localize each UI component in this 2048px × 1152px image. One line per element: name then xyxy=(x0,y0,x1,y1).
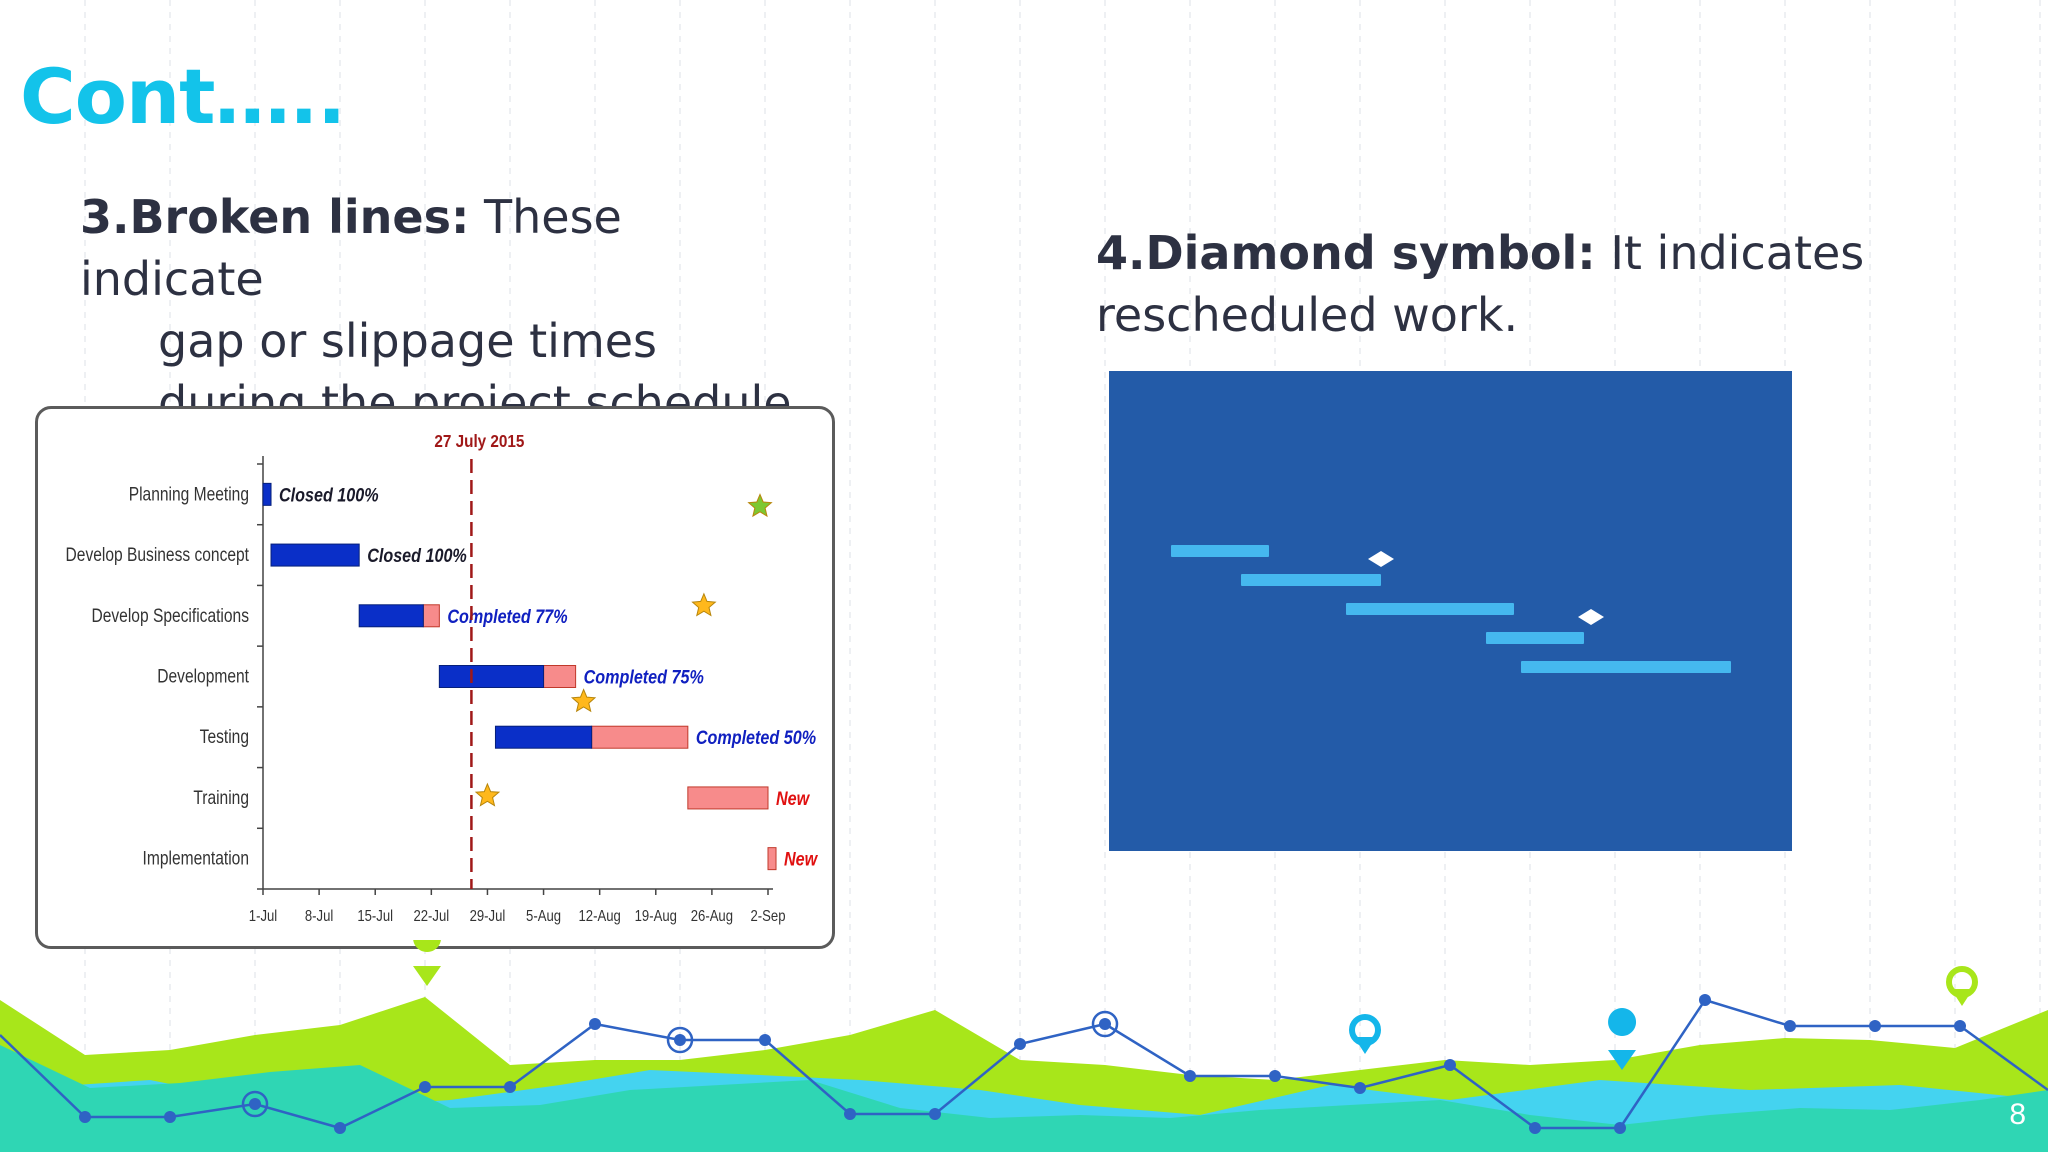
footer-line-point xyxy=(759,1034,771,1046)
star-icon xyxy=(474,782,501,807)
footer-line-point xyxy=(1529,1122,1541,1134)
footer-line-point xyxy=(844,1108,856,1120)
gantt-bar-done xyxy=(438,665,545,688)
bullet-text: gap or slippage times xyxy=(158,314,658,368)
footer-line-point xyxy=(1954,1020,1966,1032)
task-status-label: New xyxy=(784,848,818,870)
diamond-icon xyxy=(1578,609,1604,625)
gantt-bar-remaining xyxy=(687,786,769,810)
x-tick-label: 8-Jul xyxy=(305,908,333,925)
star-icon xyxy=(747,493,773,518)
footer-ring-marker xyxy=(241,1090,269,1118)
footer-line-point xyxy=(249,1098,261,1110)
footer-ring-marker xyxy=(1091,1010,1119,1038)
task-status-label: Closed 100% xyxy=(279,484,379,506)
x-tick-label: 22-Jul xyxy=(413,908,449,925)
bullet-heading: 4.Diamond symbol: xyxy=(1096,226,1596,280)
gantt-bar xyxy=(1486,632,1584,644)
today-label: 27 July 2015 xyxy=(434,431,524,451)
gantt-bar-done xyxy=(358,604,424,628)
gantt-bar-remaining xyxy=(591,725,689,749)
bullet-heading: 3.Broken lines: xyxy=(80,190,470,244)
footer-line-point xyxy=(1444,1059,1456,1071)
x-tick-label: 2-Sep xyxy=(750,908,785,925)
map-pin-outline-icon xyxy=(1946,966,1978,1006)
map-pin-icon xyxy=(1608,1008,1637,1070)
task-status-label: Completed 75% xyxy=(584,666,705,688)
gantt-chart-broken-lines: 1-Jul 8-Jul 15-Jul 22-Jul 29-Jul 5-Aug 12-Aug 1… xyxy=(35,406,835,949)
task-status-label: Completed 77% xyxy=(447,606,568,628)
gantt-bar-done xyxy=(262,482,272,506)
diamond-icon xyxy=(1368,551,1394,567)
footer-line-point xyxy=(1184,1070,1196,1082)
footer-line-point xyxy=(929,1108,941,1120)
bullet-text: These indicate xyxy=(80,190,622,306)
bullet-diamond-symbol: 4.Diamond symbol: It indicates reschedul… xyxy=(1096,222,1896,346)
footer-line-point xyxy=(1614,1122,1626,1134)
task-label: Develop Business concept xyxy=(66,544,250,566)
task-status-label: Closed 100% xyxy=(367,545,467,567)
star-icon xyxy=(691,592,717,617)
gantt-bar xyxy=(1346,603,1514,615)
gantt-chart-diamond xyxy=(1109,371,1792,851)
gantt-bar-done xyxy=(270,543,360,567)
footer-line-point xyxy=(589,1018,601,1030)
footer-ring-marker xyxy=(666,1026,694,1054)
bullet-text: It indicates xyxy=(1595,226,1865,280)
footer-line-point xyxy=(164,1111,176,1123)
footer-line-point xyxy=(504,1081,516,1093)
x-tick-label: 15-Jul xyxy=(357,908,393,925)
bullet-broken-lines: 3.Broken lines: These indicate gap or sl… xyxy=(80,186,800,434)
map-pin-icon xyxy=(413,940,441,986)
footer-line-point xyxy=(419,1081,431,1093)
gantt-chart-svg: 1-Jul 8-Jul 15-Jul 22-Jul 29-Jul 5-Aug 12-Aug 1… xyxy=(66,431,819,926)
x-tick-label: 1-Jul xyxy=(249,908,277,925)
task-status-label: New xyxy=(776,788,810,810)
star-icon xyxy=(570,688,597,713)
footer-line-point xyxy=(1869,1020,1881,1032)
gantt-bar-remaining xyxy=(422,604,440,628)
footer-line-point xyxy=(1784,1020,1796,1032)
footer-line-points xyxy=(79,994,1966,1134)
task-label: Training xyxy=(193,786,249,808)
x-tick-label: 26-Aug xyxy=(691,908,733,925)
footer-line-point xyxy=(1099,1018,1111,1030)
footer-line-point xyxy=(674,1034,686,1046)
gantt-bar xyxy=(1521,661,1731,673)
gantt-bar-remaining xyxy=(543,665,577,688)
task-label: Implementation xyxy=(143,847,249,869)
map-pin-outline-icon xyxy=(1349,1014,1381,1054)
x-tick-label: 5-Aug xyxy=(526,908,561,925)
diamond-gantt-svg xyxy=(1171,545,1731,673)
bullet-text: rescheduled work. xyxy=(1096,288,1519,342)
footer-line-point xyxy=(1699,994,1711,1006)
task-label: Testing xyxy=(200,726,249,748)
footer-decoration xyxy=(0,940,2048,1152)
gantt-bar xyxy=(1171,545,1269,557)
slide-title: Cont….. xyxy=(20,52,346,141)
footer-line-point xyxy=(1014,1038,1026,1050)
footer-line-point xyxy=(79,1111,91,1123)
gantt-bar-remaining xyxy=(767,847,777,871)
footer-line-point xyxy=(334,1122,346,1134)
task-label: Develop Specifications xyxy=(92,604,250,626)
footer-line-point xyxy=(1269,1070,1281,1082)
task-label: Planning Meeting xyxy=(129,483,249,505)
footer-line-point xyxy=(1354,1082,1366,1094)
page-number: 8 xyxy=(2009,1098,2026,1131)
gantt-bar xyxy=(1241,574,1381,586)
x-tick-label: 12-Aug xyxy=(579,908,621,925)
x-tick-label: 29-Jul xyxy=(470,908,506,925)
task-status-label: Completed 50% xyxy=(696,727,817,749)
task-label: Development xyxy=(157,665,249,687)
x-tick-label: 19-Aug xyxy=(635,908,677,925)
gantt-bar-done xyxy=(494,725,593,749)
